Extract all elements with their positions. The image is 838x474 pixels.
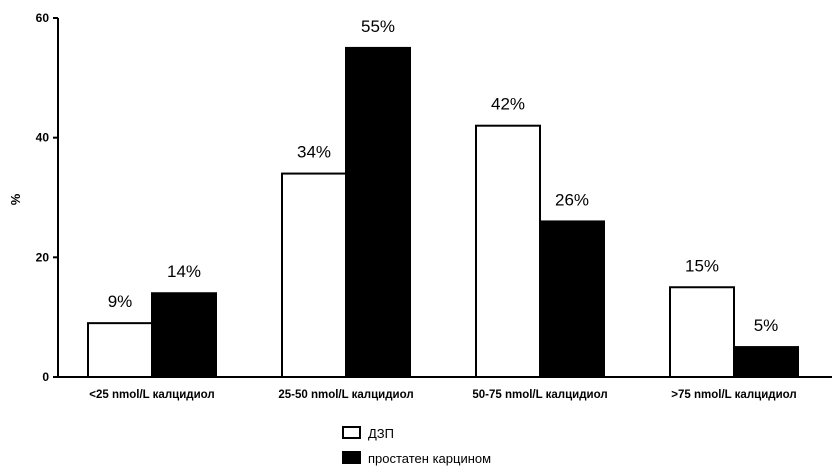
data-labels: 9% 14% 34% 55% 42% 26% 15% 5% (108, 17, 779, 335)
legend-swatch-dzp (342, 426, 361, 439)
data-label-dzp-1: 34% (297, 143, 331, 162)
bar-dzp-1 (281, 172, 347, 378)
legend: ДЗП простатен карцином (342, 426, 491, 466)
y-tick-label: 60 (36, 11, 50, 25)
x-tick-label-3: >75 nmol/L калцидиол (671, 389, 796, 401)
y-axis-title: % (8, 193, 23, 205)
legend-label-dzp: ДЗП (368, 426, 394, 441)
legend-swatch-prostate-carcinoma (342, 451, 361, 464)
y-tick-label: 0 (42, 370, 49, 384)
x-tick-label-0: <25 nmol/L калцидиол (89, 389, 214, 401)
x-tick-label-1: 25-50 nmol/L калцидиол (278, 389, 413, 401)
data-label-prostate-carcinoma-3: 5% (754, 316, 779, 335)
bar-dzp-2 (475, 124, 541, 378)
data-label-prostate-carcinoma-0: 14% (167, 262, 201, 281)
data-label-prostate-carcinoma-1: 55% (361, 17, 395, 36)
data-label-prostate-carcinoma-2: 26% (555, 190, 589, 209)
bar-prostate-carcinoma-0 (151, 292, 217, 379)
bar-prostate-carcinoma-1 (345, 46, 411, 379)
bar-dzp-0 (87, 322, 153, 378)
data-label-dzp-0: 9% (108, 292, 133, 311)
bar-dzp-3 (669, 286, 735, 378)
data-label-dzp-3: 15% (685, 256, 719, 275)
bar-prostate-carcinoma-3 (733, 346, 799, 379)
x-tick-label-2: 50-75 nmol/L калцидиол (472, 389, 607, 401)
bars (87, 46, 799, 379)
legend-label-prostate-carcinoma: простатен карцином (368, 451, 491, 466)
bar-prostate-carcinoma-2 (539, 220, 605, 378)
y-tick-label: 20 (36, 250, 50, 264)
y-tick-label: 40 (36, 131, 50, 145)
data-label-dzp-2: 42% (491, 95, 525, 114)
